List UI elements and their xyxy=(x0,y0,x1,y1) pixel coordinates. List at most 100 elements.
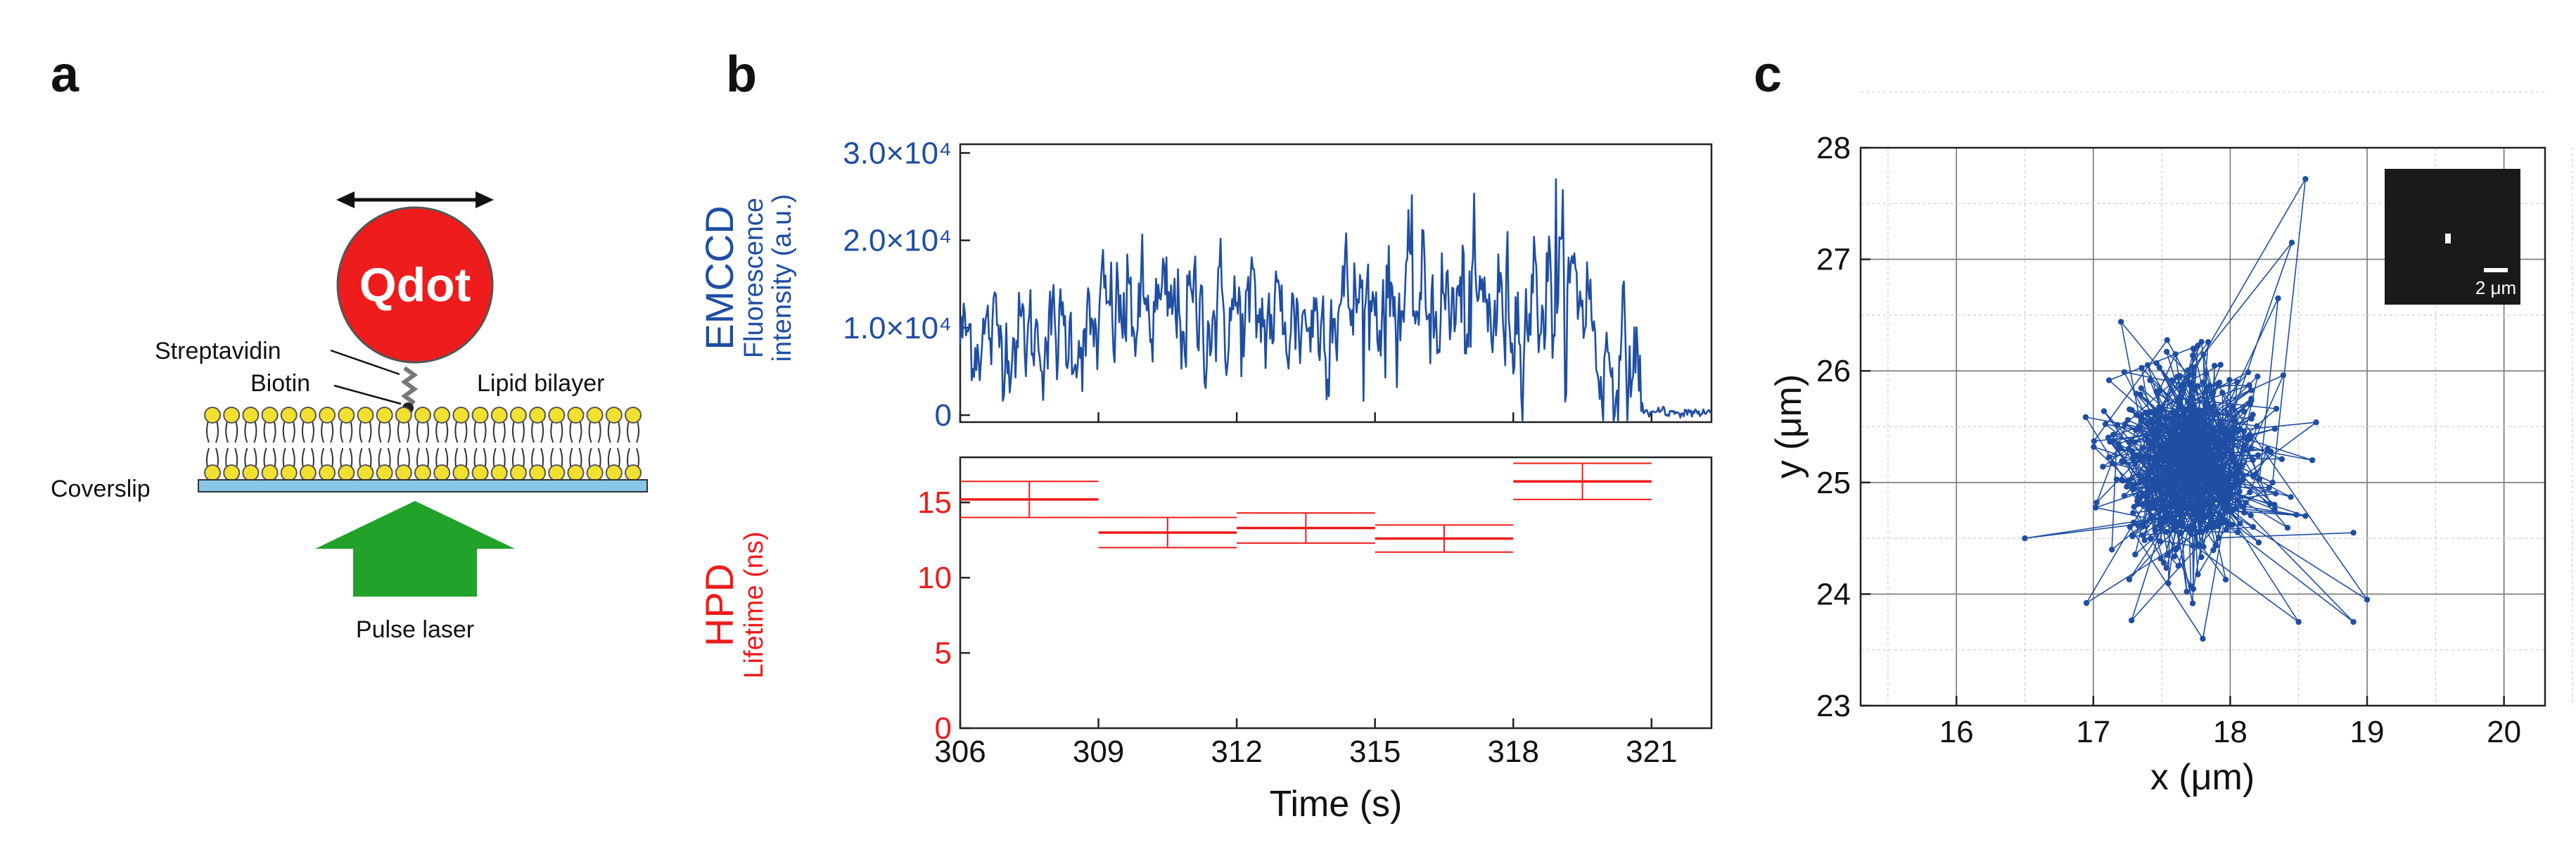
lipid-head xyxy=(242,407,260,424)
trajectory-point xyxy=(2174,416,2181,423)
trajectory-point xyxy=(2163,348,2170,355)
trajectory-point xyxy=(2268,448,2274,454)
trajectory-point xyxy=(2144,452,2151,459)
trajectory-point xyxy=(2364,597,2371,603)
trajectory-point xyxy=(2208,473,2214,479)
trajectory-point xyxy=(2153,478,2160,485)
trajectory-point xyxy=(2198,415,2205,421)
trajectory-point xyxy=(2156,404,2162,410)
trajectory-point xyxy=(2186,371,2193,379)
hpd-axis-label: HPD xyxy=(697,564,741,647)
hpd-errorbar-point xyxy=(1237,512,1375,544)
trajectory-point xyxy=(2195,507,2201,513)
trajectory-point xyxy=(2148,512,2155,519)
trajectory-point xyxy=(2174,500,2180,506)
trajectory-point xyxy=(2157,538,2164,545)
trajectory-point xyxy=(2199,409,2205,415)
trajectory-point xyxy=(2200,351,2207,358)
trajectory-point xyxy=(2288,239,2295,246)
trajectory-point xyxy=(2250,473,2257,480)
trajectory-point xyxy=(2241,509,2247,516)
trajectory-point xyxy=(2148,535,2154,542)
trajectory-point xyxy=(2236,498,2243,505)
trajectory-point xyxy=(2127,406,2133,412)
trajectory-point xyxy=(2147,377,2153,383)
trajectory-point xyxy=(2156,364,2162,371)
trajectory-point xyxy=(2163,528,2169,535)
trajectory-point xyxy=(2146,476,2153,482)
lipid-head xyxy=(261,407,279,424)
inset-spot xyxy=(2445,234,2451,243)
trajectory-point xyxy=(2266,484,2273,490)
trajectory-point xyxy=(2173,495,2179,501)
streptavidin-label: Streptavidin xyxy=(155,338,281,364)
trajectory-point xyxy=(2200,635,2206,642)
trajectory-point xyxy=(2196,483,2202,490)
trajectory-point xyxy=(2211,362,2218,369)
trajectory-point xyxy=(2271,506,2278,513)
hpd-sub-label: Lifetime (ns) xyxy=(739,531,769,678)
trajectory-point xyxy=(2119,478,2127,484)
lipid-head xyxy=(509,464,527,481)
lipid-head xyxy=(280,407,298,424)
trajectory-point xyxy=(2219,390,2226,396)
trajectory-point xyxy=(2091,444,2097,450)
trajectory-point xyxy=(2121,492,2128,499)
trajectory-point xyxy=(2234,379,2240,386)
qdot-motion-arrow-icon xyxy=(336,191,494,208)
trajectory-point xyxy=(2132,460,2138,466)
trajectory-point xyxy=(2237,426,2243,433)
trajectory-point xyxy=(2216,495,2222,502)
trajectory-point xyxy=(2165,580,2172,587)
trajectory-point xyxy=(2295,618,2302,625)
trajectory-point xyxy=(2271,426,2278,432)
lipid-head xyxy=(338,464,355,481)
trajectory-point xyxy=(2207,435,2214,442)
trajectory-point xyxy=(2165,446,2172,453)
trajectory-point xyxy=(2158,517,2165,524)
trajectory-path xyxy=(2022,176,2371,642)
trajectory-point xyxy=(2198,510,2205,516)
hpd-errorbar-point xyxy=(1513,462,1652,500)
trajectory-point xyxy=(2212,542,2219,549)
trajectory-point xyxy=(2302,513,2309,519)
trajectory-point xyxy=(2200,379,2206,386)
emccd-y-tick-label: 2.0×10⁴ xyxy=(843,224,952,258)
lipid-head xyxy=(395,464,412,481)
trajectory-point xyxy=(2188,414,2195,421)
trajectory-point xyxy=(2205,456,2211,462)
trajectory-plot-frame xyxy=(1859,146,2546,707)
trajectory-point xyxy=(2102,421,2109,427)
trajectory-point xyxy=(2215,523,2221,530)
trajectory-point xyxy=(2269,479,2276,486)
trajectory-point xyxy=(2184,419,2191,426)
trajectory-point xyxy=(2244,437,2251,443)
lipid-head xyxy=(605,407,623,424)
trajectory-point xyxy=(2241,408,2247,415)
trajectory-point xyxy=(2250,457,2256,464)
trajectory-point xyxy=(2131,439,2138,445)
trajectory-point xyxy=(2190,542,2196,549)
trajectory-point xyxy=(2171,431,2178,438)
lipid-head xyxy=(261,464,279,481)
trajectory-point xyxy=(2129,617,2135,623)
trajectory-point xyxy=(2188,502,2195,509)
trajectory-point xyxy=(2190,585,2197,592)
pulse-laser-label: Pulse laser xyxy=(356,616,474,643)
lipid-head xyxy=(357,464,374,481)
hpd-x-tick-label: 306 xyxy=(934,735,986,769)
trajectory-point xyxy=(2133,390,2140,397)
lipid-head xyxy=(204,464,221,481)
trajectory-point xyxy=(2176,443,2183,449)
trajectory-point xyxy=(2139,445,2145,452)
lipid-head xyxy=(338,407,355,424)
y-tick-label: 23 xyxy=(1816,689,1851,723)
panel-letter-c: c xyxy=(1754,46,1782,103)
trajectory-point xyxy=(2223,526,2230,533)
trajectory-point xyxy=(2254,423,2260,429)
trajectory-point xyxy=(2138,418,2145,425)
trajectory-point xyxy=(2248,387,2255,393)
trajectory-point xyxy=(2185,367,2191,374)
lipid-head xyxy=(433,407,451,424)
streptavidin-leader xyxy=(330,349,400,376)
